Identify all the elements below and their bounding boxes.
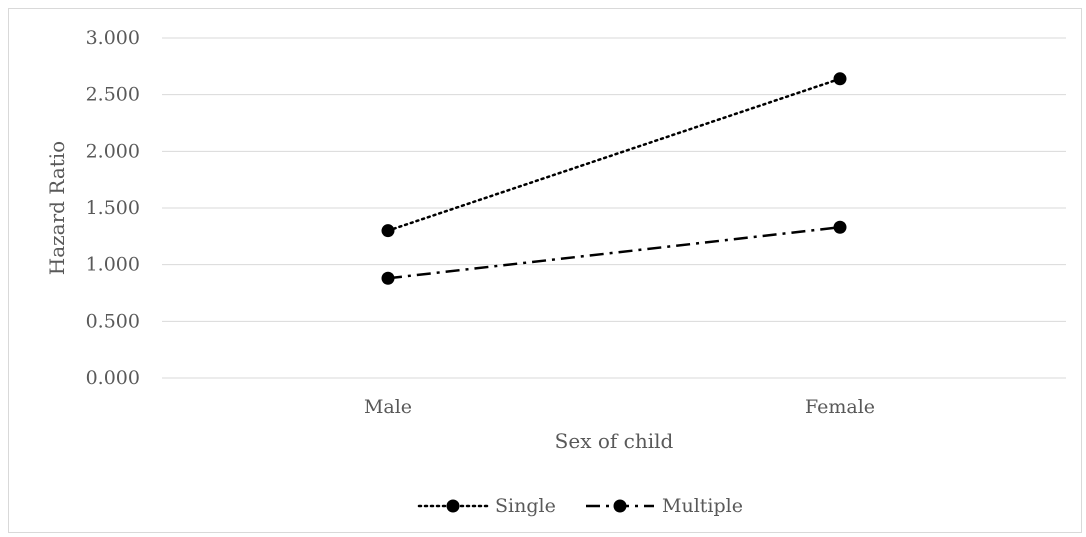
y-tick-label: 2.000 xyxy=(86,140,140,162)
data-point-single xyxy=(833,72,847,86)
y-tick-label: 2.500 xyxy=(86,84,140,106)
legend-item-multiple: Multiple xyxy=(586,495,743,517)
gridlines xyxy=(162,37,1066,379)
legend: Single Multiple xyxy=(417,495,743,517)
series-line-multiple xyxy=(387,226,841,280)
y-tick-label: 0.000 xyxy=(86,367,140,389)
legend-marker xyxy=(613,499,627,513)
legend-item-single: Single xyxy=(417,495,556,517)
y-axis-title: Hazard Ratio xyxy=(45,141,69,275)
series-lines xyxy=(381,72,847,285)
x-tick-label: Male xyxy=(364,396,412,418)
series-line-single xyxy=(386,77,842,232)
data-point-single xyxy=(381,224,395,238)
legend-label: Multiple xyxy=(662,495,743,517)
data-point-multiple xyxy=(381,271,395,285)
chart-frame xyxy=(8,8,1082,533)
legend-label: Single xyxy=(495,495,556,517)
legend-marker xyxy=(446,499,460,513)
y-tick-label: 1.000 xyxy=(86,254,140,276)
data-point-multiple xyxy=(833,220,847,234)
x-tick-label: Female xyxy=(805,396,875,418)
x-tick-labels: Male Female xyxy=(364,396,875,418)
y-tick-label: 0.500 xyxy=(86,310,140,332)
y-tick-label: 3.000 xyxy=(86,27,140,49)
y-tick-label: 1.500 xyxy=(86,197,140,219)
y-tick-labels: 0.000 0.500 1.000 1.500 2.000 2.500 3.000 xyxy=(86,27,140,389)
x-axis-title: Sex of child xyxy=(555,429,674,453)
